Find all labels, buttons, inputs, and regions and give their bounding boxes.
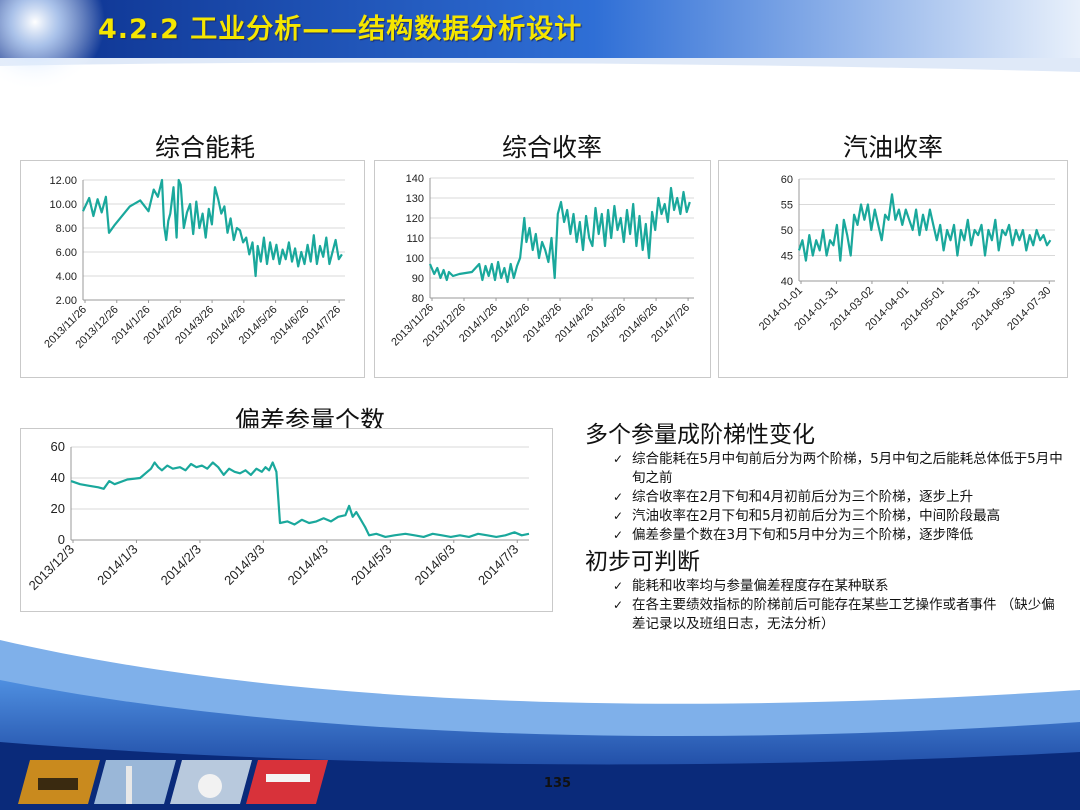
- y-tick-label: 130: [406, 193, 424, 205]
- chart-yield-svg: 14013012011010090802013/11/262013/12/262…: [389, 173, 694, 349]
- y-tick-label: 40: [51, 470, 65, 485]
- list-item: ✓ 汽油收率在2月下旬和5月初前后分为三个阶梯，中间阶段最高: [585, 507, 1065, 526]
- slide-title: 4.2.2 工业分析——结构数据分析设计: [98, 14, 583, 45]
- y-tick-label: 110: [406, 233, 424, 245]
- y-tick-label: 6.00: [56, 247, 77, 259]
- x-tick-label: 2014/7/3: [475, 542, 521, 588]
- list-item: ✓ 能耗和收率均与参量偏差程度存在某种联系: [585, 577, 1065, 596]
- x-tick-label: 2014/3/3: [221, 542, 267, 588]
- series-line: [70, 461, 530, 539]
- check-icon: ✓: [613, 598, 624, 612]
- chart-title-yield: 综合收率: [501, 133, 602, 162]
- photo-strip: [18, 760, 328, 804]
- y-tick-label: 60: [51, 439, 65, 454]
- chart-deviation: 60 40 20 0 2013/12/3 2014/1/3 2014/2/3 2014/3/3…: [20, 428, 553, 612]
- x-tick-label: 2014/1/3: [94, 542, 140, 588]
- check-icon: ✓: [613, 452, 624, 466]
- list-item-text: 综合能耗在5月中旬前后分为两个阶梯，5月中旬之后能耗总体低于5月中旬之前: [632, 451, 1063, 486]
- y-tick-label: 0: [58, 532, 65, 547]
- list-item-text: 综合收率在2月下旬和4月初前后分为三个阶梯，逐步上升: [632, 489, 974, 505]
- list-item-text: 能耗和收率均与参量偏差程度存在某种联系: [632, 578, 889, 594]
- x-tick-label: 2014/6/3: [412, 542, 458, 588]
- list-item: ✓ 在各主要绩效指标的阶梯前后可能存在某些工艺操作或者事件 （缺少偏差记录以及班组…: [585, 596, 1065, 634]
- y-tick-label: 20: [51, 501, 65, 516]
- x-tick-label: 2014/2/3: [158, 542, 204, 588]
- y-tick-label: 120: [406, 213, 424, 225]
- notes-heading-2: 初步可判断: [585, 549, 700, 575]
- list-item: ✓ 综合收率在2月下旬和4月初前后分为三个阶梯，逐步上升: [585, 488, 1065, 507]
- list-item-text: 汽油收率在2月下旬和5月初前后分为三个阶梯，中间阶段最高: [632, 508, 1001, 524]
- y-tick-label: 2.00: [56, 295, 77, 307]
- chart-energy: 12.00 10.00 8.00 6.00 4.00 2.00 2013/11/26 2013…: [20, 160, 365, 378]
- check-icon: ✓: [613, 579, 624, 593]
- list-item-text: 偏差参量个数在3月下旬和5月中分为三个阶梯，逐步降低: [632, 527, 974, 543]
- notes-list-2: ✓ 能耗和收率均与参量偏差程度存在某种联系 ✓ 在各主要绩效指标的阶梯前后可能存在某…: [585, 577, 1065, 634]
- y-tick-label: 4.00: [56, 271, 77, 283]
- list-item: ✓ 偏差参量个数在3月下旬和5月中分为三个阶梯，逐步降低: [585, 526, 1065, 545]
- chart-title-gasoline: 汽油收率: [842, 133, 943, 162]
- y-tick-label: 8.00: [56, 223, 77, 235]
- chart-energy-svg: 12.0010.008.006.004.002.002013/11/262013…: [42, 175, 345, 351]
- notes-list-1: ✓ 综合能耗在5月中旬前后分为两个阶梯，5月中旬之后能耗总体低于5月中旬之前 ✓ 综…: [585, 450, 1065, 545]
- y-tick-label: 80: [412, 293, 424, 305]
- page-number: 135: [543, 776, 572, 791]
- check-icon: ✓: [613, 528, 624, 542]
- x-tick-label: 2014/5/3: [348, 542, 394, 588]
- check-icon: ✓: [613, 509, 624, 523]
- y-tick-label: 50: [781, 225, 793, 237]
- chart-gasoline: 60 55 50 45 40 2014-01-01 2014-01-31 2014-03-02…: [718, 160, 1068, 378]
- series-line: [797, 193, 1052, 262]
- chart-yield: 140 130 120 110 100 90 80 2013/11/26 2013/12/26 2…: [374, 160, 711, 378]
- y-tick-label: 90: [412, 273, 424, 285]
- y-tick-label: 55: [781, 200, 793, 212]
- series-line: [82, 178, 343, 278]
- notes-heading-1: 多个参量成阶梯性变化: [585, 422, 815, 448]
- notes-panel: 多个参量成阶梯性变化 ✓ 综合能耗在5月中旬前后分为两个阶梯，5月中旬之后能耗总体…: [585, 420, 1065, 636]
- y-tick-label: 10.00: [49, 199, 77, 211]
- list-item-text: 在各主要绩效指标的阶梯前后可能存在某些工艺操作或者事件 （缺少偏差记录以及班组日…: [632, 597, 1055, 632]
- chart-title-energy: 综合能耗: [154, 133, 255, 162]
- y-tick-label: 45: [781, 251, 793, 263]
- chart-gasoline-svg: 60555045402014-01-012014-01-312014-03-02…: [757, 174, 1055, 333]
- x-tick-label: 2013/12/3: [26, 542, 78, 594]
- y-tick-label: 40: [781, 276, 793, 288]
- y-tick-label: 140: [406, 173, 424, 185]
- x-tick-label: 2014/4/3: [285, 542, 331, 588]
- check-icon: ✓: [613, 490, 624, 504]
- series-line: [428, 186, 691, 284]
- list-item: ✓ 综合能耗在5月中旬前后分为两个阶梯，5月中旬之后能耗总体低于5月中旬之前: [585, 450, 1065, 488]
- y-tick-label: 60: [781, 174, 793, 186]
- y-tick-label: 12.00: [49, 175, 77, 187]
- y-tick-label: 100: [406, 253, 424, 265]
